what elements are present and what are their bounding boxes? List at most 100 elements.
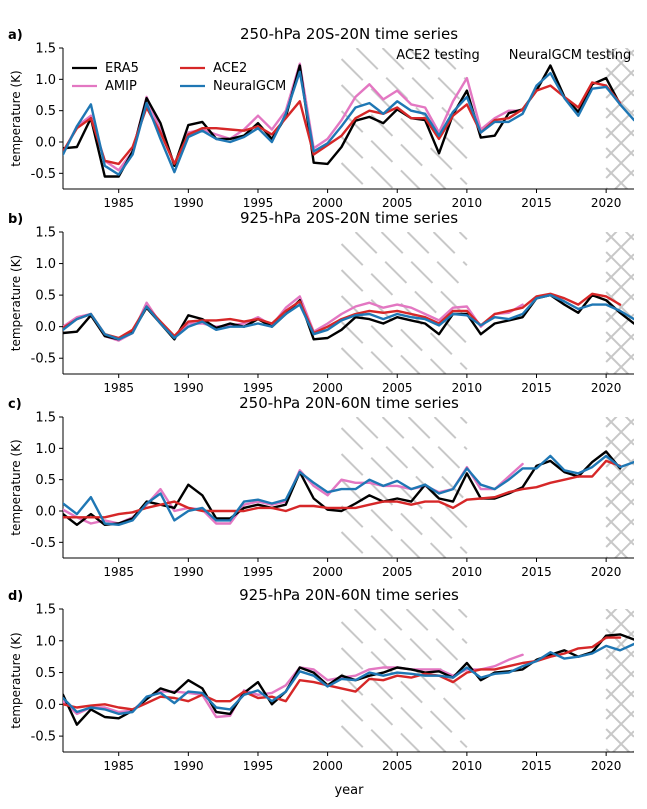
hatch-line <box>606 392 634 420</box>
hatch-line <box>605 129 634 159</box>
ace2-testing-hatch <box>340 232 468 374</box>
hatch-line <box>613 169 634 189</box>
hatch-line <box>605 498 634 528</box>
hatch-line <box>340 673 421 752</box>
y-tick-label: 0.0 <box>35 136 56 151</box>
hatch-line <box>624 48 634 57</box>
x-tick-label: 1985 <box>103 381 134 395</box>
legend-label-neuralgcm: NeuralGCM <box>213 79 286 94</box>
hatch-line <box>605 518 634 548</box>
hatch-line <box>406 232 468 293</box>
hatch-line <box>340 162 369 189</box>
x-tick-label: 1995 <box>243 196 274 210</box>
x-tick-label: 1985 <box>103 196 134 210</box>
hatch-line <box>433 417 468 451</box>
hatch-line <box>605 418 634 448</box>
hatch-line <box>380 232 468 319</box>
hatch-line <box>613 538 634 558</box>
y-tick-label: 1.0 <box>35 442 56 457</box>
hatch-line <box>340 725 369 752</box>
series-group <box>63 62 634 178</box>
y-tick-label: 0.0 <box>35 505 56 520</box>
y-axis-label: temperature (K) <box>9 255 23 351</box>
hatch-line <box>407 417 468 477</box>
series-line-era5 <box>63 450 622 526</box>
ace2-testing-hatch <box>340 609 468 752</box>
legend-label-amip: AMIP <box>105 79 137 94</box>
x-tick-label: 2020 <box>591 565 622 579</box>
panel-c: -0.5 0.0 0.5 1.0 1.5 1985 1990 1995 2000 2005 2010… <box>8 394 634 579</box>
y-tick-label: 1.5 <box>35 411 56 426</box>
x-tick-label: 2000 <box>312 565 343 579</box>
y-tick-label: -0.5 <box>31 352 56 367</box>
hatch-line <box>605 670 634 700</box>
panel-letter: d) <box>8 589 23 604</box>
x-tick-label: 2005 <box>382 565 413 579</box>
y-tick-label: -0.5 <box>31 167 56 182</box>
legend-label-ace2: ACE2 <box>213 61 247 76</box>
hatch-line <box>340 136 395 189</box>
x-tick-label: 2005 <box>382 196 413 210</box>
hatch-line <box>605 609 618 620</box>
hatch-line <box>605 333 634 363</box>
hatch-line <box>605 417 618 428</box>
neuralgcm-testing-annotation: NeuralGCM testing <box>509 48 631 63</box>
hatch-line <box>457 609 468 619</box>
x-tick-label: 2015 <box>521 196 552 210</box>
series-group <box>63 450 634 526</box>
hatch-line <box>340 699 395 752</box>
x-tick-label: 1990 <box>173 196 204 210</box>
hatch-line <box>605 650 634 680</box>
y-tick-label: 0.5 <box>35 104 56 119</box>
hatch-line <box>340 479 421 558</box>
y-tick-label: 0.0 <box>35 320 56 335</box>
hatch-line <box>340 295 421 374</box>
x-tick-label: 1990 <box>173 381 204 395</box>
panel-letter: c) <box>8 397 22 412</box>
panel-title: 925-hPa 20S-20N time series <box>240 209 458 227</box>
hatch-line <box>605 49 634 79</box>
hatch-line <box>432 232 468 267</box>
hatch-line <box>605 273 634 303</box>
x-tick-label: 1995 <box>243 759 274 773</box>
y-axis-label: temperature (K) <box>9 439 23 535</box>
hatch-line <box>606 208 634 236</box>
x-tick-label: 2010 <box>452 759 483 773</box>
hatch-line <box>340 531 369 558</box>
hatch-line <box>605 710 634 740</box>
hatch-line <box>605 232 618 243</box>
y-tick-label: -0.5 <box>31 730 56 745</box>
series-group <box>63 633 634 726</box>
series-line-neuralgcm <box>63 293 634 341</box>
hatch-line <box>605 478 634 508</box>
x-axis-label: year <box>334 783 364 798</box>
x-tick-label: 2005 <box>382 759 413 773</box>
y-tick-label: 0.5 <box>35 473 56 488</box>
x-tick-label: 2005 <box>382 381 413 395</box>
hatch-line <box>353 609 468 723</box>
series-line-ace2 <box>63 81 622 166</box>
hatch-line <box>405 609 468 671</box>
x-tick-label: 1995 <box>243 565 274 579</box>
legend-label-era5: ERA5 <box>105 61 139 76</box>
panel-a: -0.5 0.0 0.5 1.0 1.5 1985 1990 1995 2000 2005 2010… <box>8 25 634 236</box>
hatch-line <box>606 769 634 797</box>
panel-title: 250-hPa 20S-20N time series <box>240 25 458 43</box>
panel-d: -0.5 0.0 0.5 1.0 1.5 1985 1990 1995 2000 2005 2010… <box>8 586 634 797</box>
x-tick-label: 2000 <box>312 759 343 773</box>
y-tick-label: 0.0 <box>35 698 56 713</box>
x-tick-label: 2010 <box>452 381 483 395</box>
y-tick-label: 1.5 <box>35 42 56 57</box>
y-axis-label: temperature (K) <box>9 632 23 728</box>
series-line-neuralgcm <box>63 454 634 526</box>
hatch-line <box>355 417 468 529</box>
series-line-ace2 <box>63 292 622 340</box>
hatch-line <box>624 417 634 426</box>
neuralgcm-testing-hatch <box>605 232 634 420</box>
y-tick-label: 1.0 <box>35 257 56 272</box>
hatch-regions <box>340 232 634 420</box>
hatch-line <box>624 232 634 241</box>
hatch-line <box>340 58 468 186</box>
hatch-line <box>605 253 634 283</box>
